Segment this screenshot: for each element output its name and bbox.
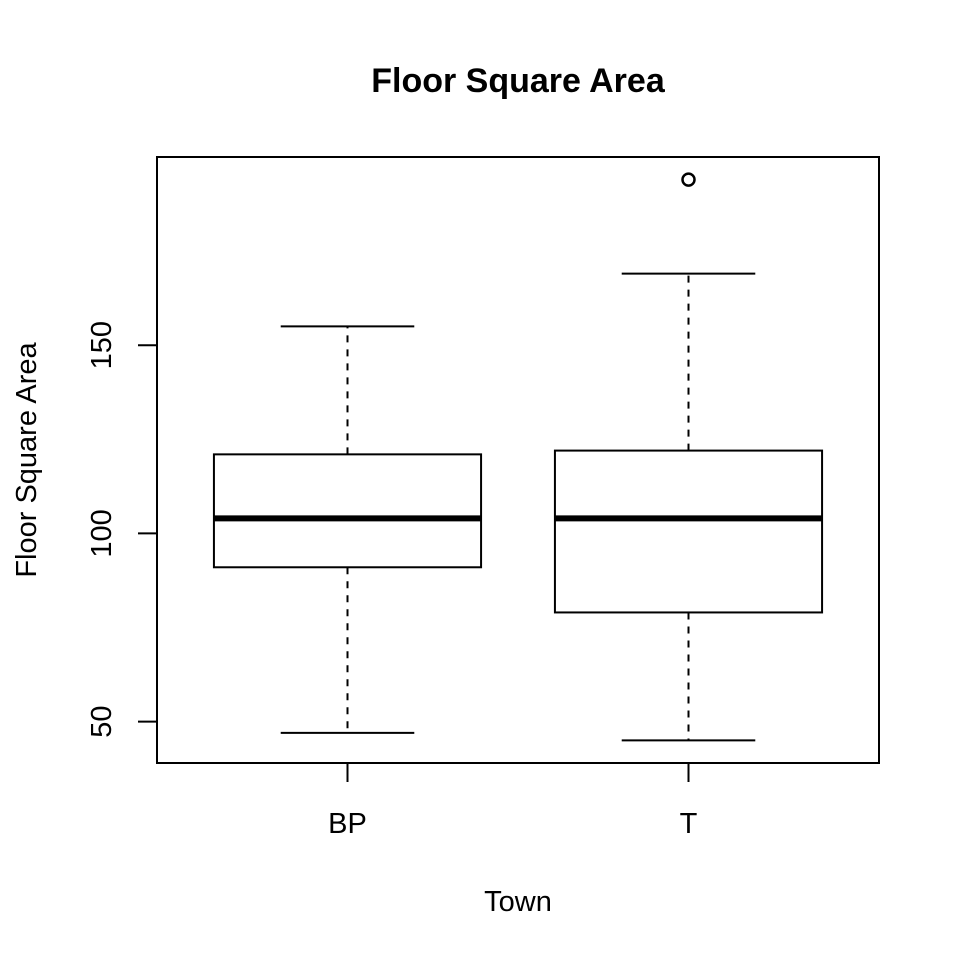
chart-title: Floor Square Area: [371, 62, 666, 100]
x-tick-label: T: [680, 808, 698, 840]
y-tick-label: 50: [86, 705, 118, 737]
iqr-box: [553, 449, 824, 614]
outlier-point: [681, 172, 696, 187]
y-tick-label: 150: [86, 321, 118, 369]
y-tick-label: 100: [86, 509, 118, 557]
plot-frame: [156, 156, 880, 764]
box-T: [553, 172, 824, 742]
box-BP: [212, 325, 483, 734]
x-tick-label: BP: [328, 808, 367, 840]
y-axis-label: Floor Square Area: [11, 341, 43, 577]
iqr-box: [212, 453, 483, 569]
x-axis: BP T: [328, 763, 698, 840]
y-axis: 50 100 150: [86, 321, 157, 738]
boxes: [212, 172, 824, 742]
x-axis-label: Town: [484, 886, 552, 918]
